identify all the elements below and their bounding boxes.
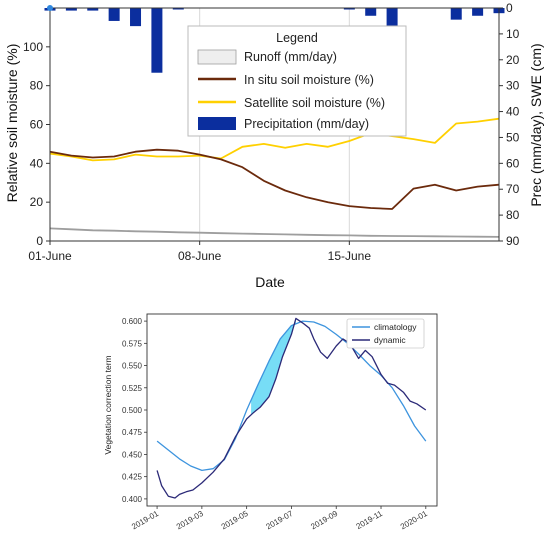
soil-moisture-chart: 0 20 40 60 80 100 0 10 20 30 40 50 60 70 80 90 01-June 08… [4, 1, 544, 290]
y2-tick-label-5: 50 [506, 130, 520, 144]
series-line-satellite [49, 117, 500, 162]
legend-swatch-precipitation [198, 117, 236, 130]
precip-bar-15 [365, 8, 377, 16]
x-tick-label-6: 2020-01 [399, 509, 429, 532]
y-tick-label-1: 0.425 [122, 473, 143, 482]
x-tick-label-2: 15-June [328, 249, 372, 263]
precip-bar-3 [108, 8, 120, 21]
y-tick-label-5: 0.525 [122, 384, 143, 393]
legend-label-satellite: Satellite soil moisture (%) [244, 96, 385, 110]
precip-bar-4 [130, 8, 142, 27]
legend-label-climatology: climatology [374, 322, 417, 332]
legend: Legend Runoff (mm/day) In situ soil mois… [187, 25, 407, 137]
precip-bar-1 [65, 8, 77, 11]
legend-label-precipitation: Precipitation (mm/day) [244, 117, 369, 131]
y2-tick-label-6: 60 [506, 156, 520, 170]
difference-fill [251, 318, 296, 415]
precip-bar-6 [172, 8, 184, 10]
x-tick-label-2: 2019-05 [220, 509, 250, 532]
x-axis-label: Date [255, 274, 285, 290]
x-tick-label-0: 01-June [28, 249, 72, 263]
y-tick-label-0: 0.400 [122, 495, 143, 504]
series-line-in-situ [49, 148, 500, 210]
y-tick-label-0: 0 [36, 234, 43, 248]
y2-tick-label-2: 20 [506, 53, 520, 67]
right-axis-label: Prec (mm/day), SWE (cm) [528, 43, 544, 206]
series-lines [156, 317, 427, 499]
x-tick-label-5: 2019-11 [355, 509, 385, 531]
legend-label-in-situ: In situ soil moisture (%) [244, 73, 374, 87]
y-tick-label-4: 80 [30, 79, 44, 93]
x-tick-label-3: 2019-07 [265, 509, 295, 532]
y-tick-label-1: 20 [30, 195, 44, 209]
y-tick-label-3: 60 [30, 118, 44, 132]
series-lines [49, 117, 500, 238]
y2-tick-label-7: 70 [506, 182, 520, 196]
y-tick-label-6: 0.550 [122, 362, 143, 371]
x-tick-label-1: 2019-03 [175, 509, 205, 532]
tick-labels: 0 20 40 60 80 100 0 10 20 30 40 50 60 70 80 90 01-June 08… [23, 1, 520, 263]
y2-tick-label-1: 10 [506, 27, 520, 41]
y-tick-label-2: 0.450 [122, 450, 143, 459]
left-axis-label: Relative soil moisture (%) [4, 44, 20, 203]
axes [47, 5, 500, 242]
y-tick-label-7: 0.575 [122, 339, 143, 348]
precip-bar-5 [151, 8, 163, 73]
precip-bar-19 [450, 8, 462, 20]
y-tick-label-4: 0.500 [122, 406, 143, 415]
y-tick-label-2: 40 [30, 156, 44, 170]
vegetation-correction-chart: 0.400 0.425 0.450 0.475 0.500 0.525 0.550 0.575… [103, 313, 438, 532]
legend-swatch-runoff [197, 49, 237, 65]
legend-title: Legend [276, 31, 318, 45]
legend: climatology dynamic [346, 318, 425, 349]
y2-tick-label-4: 40 [506, 105, 520, 119]
y-tick-label-3: 0.475 [122, 428, 143, 437]
axis-origin-marker [47, 5, 53, 11]
series-line-dynamic [156, 317, 427, 499]
legend-label-runoff: Runoff (mm/day) [244, 50, 337, 64]
precip-bar-20 [472, 8, 484, 16]
y2-tick-label-8: 80 [506, 208, 520, 222]
legend-label-dynamic: dynamic [374, 335, 406, 345]
x-tick-label-4: 2019-09 [309, 509, 339, 532]
y2-tick-label-0: 0 [506, 1, 513, 15]
series-line-runoff [49, 227, 500, 238]
y-axis-label: Vegetation correction term [103, 355, 113, 454]
y2-tick-label-3: 30 [506, 79, 520, 93]
precip-bar-2 [87, 8, 99, 11]
y-tick-label-5: 100 [23, 40, 43, 54]
y-tick-label-8: 0.600 [122, 317, 143, 326]
precip-bar-14 [343, 8, 355, 10]
fill-region [251, 318, 296, 415]
x-tick-label-0: 2019-01 [130, 509, 160, 532]
x-tick-label-1: 08-June [178, 249, 222, 263]
y2-tick-label-9: 90 [506, 234, 520, 248]
